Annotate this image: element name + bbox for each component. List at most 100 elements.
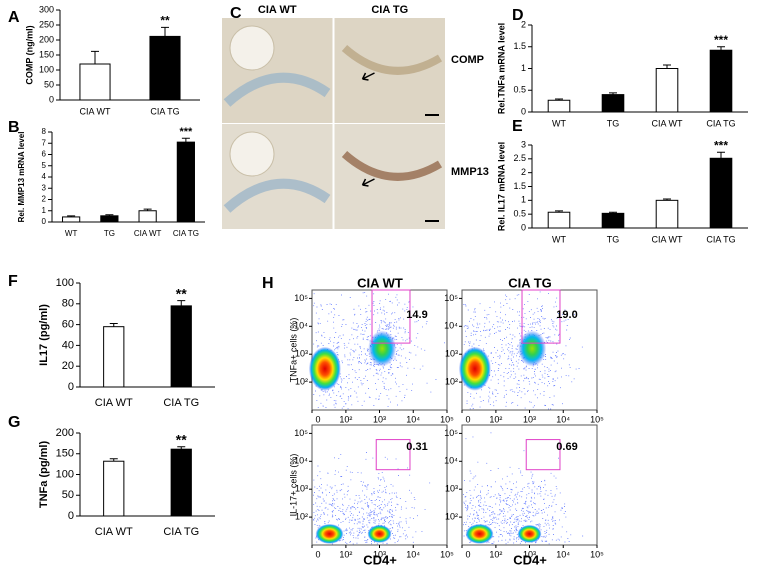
error-bar [143, 208, 152, 211]
column-title: CIA TG [508, 275, 552, 290]
y-tick-label: 60 [62, 319, 74, 331]
row-label: MMP13 [451, 166, 489, 178]
x-tick-label: 10² [339, 414, 352, 424]
x-tick-label: 10⁴ [406, 549, 420, 559]
y-tick-label: 10² [445, 511, 458, 521]
cartilage [223, 178, 331, 213]
bar [62, 216, 81, 223]
y-axis-label: Rel.TNFa mRNA level [496, 23, 506, 114]
bar [709, 49, 733, 113]
x-tick-label: CIA TG [706, 118, 735, 128]
x-tick-label: 10⁵ [590, 549, 604, 559]
y-axis-label: Rel. MMP13 mRNA level [17, 132, 26, 223]
x-tick-label: TG [607, 234, 620, 244]
error-bar [663, 64, 671, 69]
gate-value: 14.9 [406, 309, 427, 321]
y-tick-label: 10⁴ [444, 321, 458, 331]
bar [601, 212, 625, 229]
y-tick-label: 0 [68, 510, 74, 522]
x-tick-label: 10³ [373, 549, 386, 559]
bar [547, 211, 571, 229]
x-tick-label: 10² [489, 414, 502, 424]
y-tick-label: 3 [521, 139, 526, 149]
x-tick-label: CIA TG [150, 106, 179, 116]
y-tick-label: 40 [62, 339, 74, 351]
y-tick-label: 50 [44, 79, 54, 89]
error-bar [109, 323, 118, 327]
row-label: TNFa+ cells (%) [288, 318, 298, 383]
x-tick-label: 10⁵ [590, 414, 604, 424]
error-bar [109, 458, 118, 462]
gate [525, 439, 561, 471]
y-axis-label: COMP (ng/ml) [24, 25, 34, 84]
y-tick-label: 10⁵ [294, 293, 308, 303]
significance: *** [714, 33, 728, 47]
y-tick-label: 0.5 [513, 209, 526, 219]
arrow [361, 178, 375, 187]
error-bar [177, 300, 186, 306]
panel-letter: C [230, 5, 242, 22]
y-tick-label: 1.5 [513, 181, 526, 191]
y-tick-label: 0 [521, 222, 526, 232]
x-tick-label: TG [104, 229, 115, 238]
y-tick-label: 1 [42, 206, 47, 215]
error-bar [161, 26, 169, 37]
tissue [341, 44, 443, 75]
bar [170, 305, 192, 388]
error-bar [717, 46, 725, 51]
bar [170, 448, 192, 517]
x-tick-label: 0 [315, 549, 320, 559]
error-bar [105, 214, 114, 216]
bar [103, 326, 125, 388]
gate-value: 0.69 [556, 441, 577, 453]
arrow [361, 72, 375, 81]
y-tick-label: 10² [295, 376, 308, 386]
x-tick-label: 10⁵ [440, 414, 454, 424]
x-tick-label: 10⁴ [556, 414, 570, 424]
y-tick-label: 200 [39, 34, 54, 44]
y-tick-label: 250 [39, 19, 54, 29]
x-tick-label: CIA WT [95, 526, 133, 538]
x-axis-label: CD4+ [513, 552, 547, 567]
bar [601, 94, 625, 113]
bar [655, 199, 679, 229]
gate-value: 0.31 [406, 441, 427, 453]
x-tick-label: 10³ [523, 414, 536, 424]
bar [79, 63, 111, 101]
bar [103, 460, 125, 517]
significance: *** [179, 126, 193, 138]
y-tick-label: 1 [521, 195, 526, 205]
gate [521, 289, 561, 344]
panel-letter: F [8, 273, 18, 290]
row-label: IL-17+ cells (%) [288, 454, 298, 517]
x-tick-label: 10³ [523, 549, 536, 559]
error-bar [609, 92, 617, 95]
panel-letter: G [8, 414, 20, 431]
y-tick-label: 0 [68, 381, 74, 393]
gate [375, 439, 411, 471]
y-axis-label: TNFa (pg/ml) [38, 441, 50, 509]
column-title: CIA TG [371, 4, 408, 16]
y-tick-label: 1.5 [513, 41, 526, 51]
x-tick-label: CIA WT [652, 118, 684, 128]
x-tick-label: TG [607, 118, 620, 128]
significance: ** [176, 285, 187, 301]
y-axis-label: IL17 (pg/ml) [38, 304, 50, 366]
cartilage [223, 72, 331, 107]
tissue [341, 150, 443, 181]
y-tick-label: 150 [39, 49, 54, 59]
y-tick-label: 0 [42, 217, 47, 226]
error-bar [609, 211, 617, 214]
x-tick-label: WT [65, 229, 78, 238]
density [367, 524, 392, 543]
y-tick-label: 10² [295, 511, 308, 521]
error-bar [67, 215, 76, 217]
y-tick-label: 100 [56, 277, 74, 289]
marrow [229, 25, 275, 71]
significance: *** [714, 138, 728, 152]
y-tick-label: 8 [42, 127, 47, 136]
column-title: CIA WT [258, 4, 297, 16]
x-tick-label: 10⁵ [440, 549, 454, 559]
x-axis-label: CD4+ [363, 552, 397, 567]
marrow [229, 131, 275, 177]
